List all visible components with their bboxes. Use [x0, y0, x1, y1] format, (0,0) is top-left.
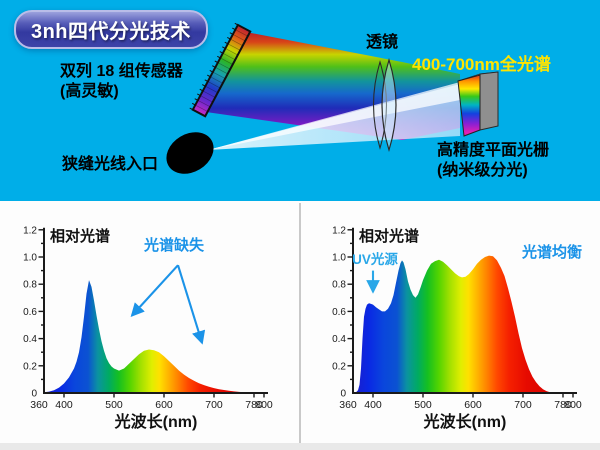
diffraction-grating [457, 71, 499, 137]
svg-text:800: 800 [564, 399, 582, 411]
svg-text:800: 800 [255, 399, 273, 411]
chart-panel-missing-spectrum: 0 0.2 0.4 0.6 0.8 1.0 1.2 360 400 500 600 700 780 800… [0, 201, 300, 443]
svg-text:780: 780 [554, 399, 572, 411]
y-ticks: 0 0.2 0.4 0.6 0.8 1.0 1.2 [23, 225, 44, 400]
spectrum-area [44, 280, 259, 393]
svg-text:0.8: 0.8 [23, 280, 37, 291]
svg-text:780: 780 [245, 399, 263, 411]
svg-text:1.0: 1.0 [23, 253, 37, 264]
x-axis-label: 光波长(nm) [423, 412, 507, 431]
svg-text:600: 600 [464, 399, 482, 411]
svg-text:0.6: 0.6 [23, 307, 37, 318]
svg-text:500: 500 [414, 399, 432, 411]
svg-text:0.2: 0.2 [23, 361, 37, 372]
svg-text:0.8: 0.8 [332, 280, 346, 291]
svg-text:400: 400 [55, 399, 73, 411]
optical-path-diagram [166, 22, 499, 174]
charts-section: 0 0.2 0.4 0.6 0.8 1.0 1.2 360 400 500 600 700 780 800… [0, 201, 600, 450]
chart-title: 相对光谱 [359, 227, 419, 245]
svg-text:0: 0 [340, 389, 346, 400]
svg-text:400: 400 [364, 399, 382, 411]
panel-divider [299, 203, 301, 443]
y-ticks: 0 0.2 0.4 0.6 0.8 1.0 1.2 [332, 225, 353, 400]
sensor-array-segments [189, 22, 248, 112]
spectrum-chart-left: 0 0.2 0.4 0.6 0.8 1.0 1.2 360 400 500 600 700 780800… [23, 225, 273, 431]
optical-diagram-section: 3nh四代分光技术 双列 18 组传感器 (高灵敏) 透镜 400-700nm全… [0, 0, 600, 201]
svg-text:1.2: 1.2 [332, 225, 346, 236]
entrance-light-cone-highlight [208, 82, 460, 150]
svg-text:500: 500 [105, 399, 123, 411]
svg-text:700: 700 [205, 399, 223, 411]
svg-text:0.6: 0.6 [332, 307, 346, 318]
bottom-strip [0, 443, 600, 450]
sensor-array-bar [189, 22, 252, 118]
svg-text:1.2: 1.2 [23, 225, 37, 236]
svg-text:0.4: 0.4 [23, 334, 37, 345]
annotation-arrow [130, 264, 179, 317]
x-axis-label: 光波长(nm) [114, 412, 198, 431]
annotation-arrow [176, 264, 206, 345]
sensor-label: 双列 18 组传感器 (高灵敏) [60, 63, 183, 100]
svg-text:0.4: 0.4 [332, 334, 346, 345]
annotation-label: 光谱缺失 [143, 236, 205, 254]
annotation-label: 光谱均衡 [521, 243, 582, 261]
svg-text:360: 360 [339, 399, 357, 411]
chart-title: 相对光谱 [50, 227, 110, 245]
svg-text:700: 700 [514, 399, 532, 411]
svg-text:1.0: 1.0 [332, 253, 346, 264]
lens-label: 透镜 [366, 34, 399, 51]
annotation-label: UV光源 [352, 251, 398, 267]
chart-panel-balanced-spectrum: 0 0.2 0.4 0.6 0.8 1.0 1.2 360 400 500 600 700 780 800… [300, 201, 600, 443]
full-spectrum-label: 400-700nm全光谱 [412, 55, 551, 74]
slit-label: 狭缝光线入口 [62, 156, 159, 173]
svg-text:360: 360 [30, 399, 48, 411]
svg-text:600: 600 [155, 399, 173, 411]
spectrum-area [353, 255, 558, 393]
svg-text:0.2: 0.2 [332, 361, 346, 372]
slit-aperture [166, 132, 214, 174]
lens-shape [372, 57, 397, 153]
title-badge: 3nh四代分光技术 [14, 10, 208, 49]
grating-label: 高精度平面光栅 (纳米级分光) [437, 142, 550, 179]
title-badge-text: 3nh四代分光技术 [30, 21, 192, 43]
spectrum-chart-right: 0 0.2 0.4 0.6 0.8 1.0 1.2 360 400 500 600 700 780800… [332, 225, 582, 431]
svg-text:0: 0 [31, 389, 37, 400]
